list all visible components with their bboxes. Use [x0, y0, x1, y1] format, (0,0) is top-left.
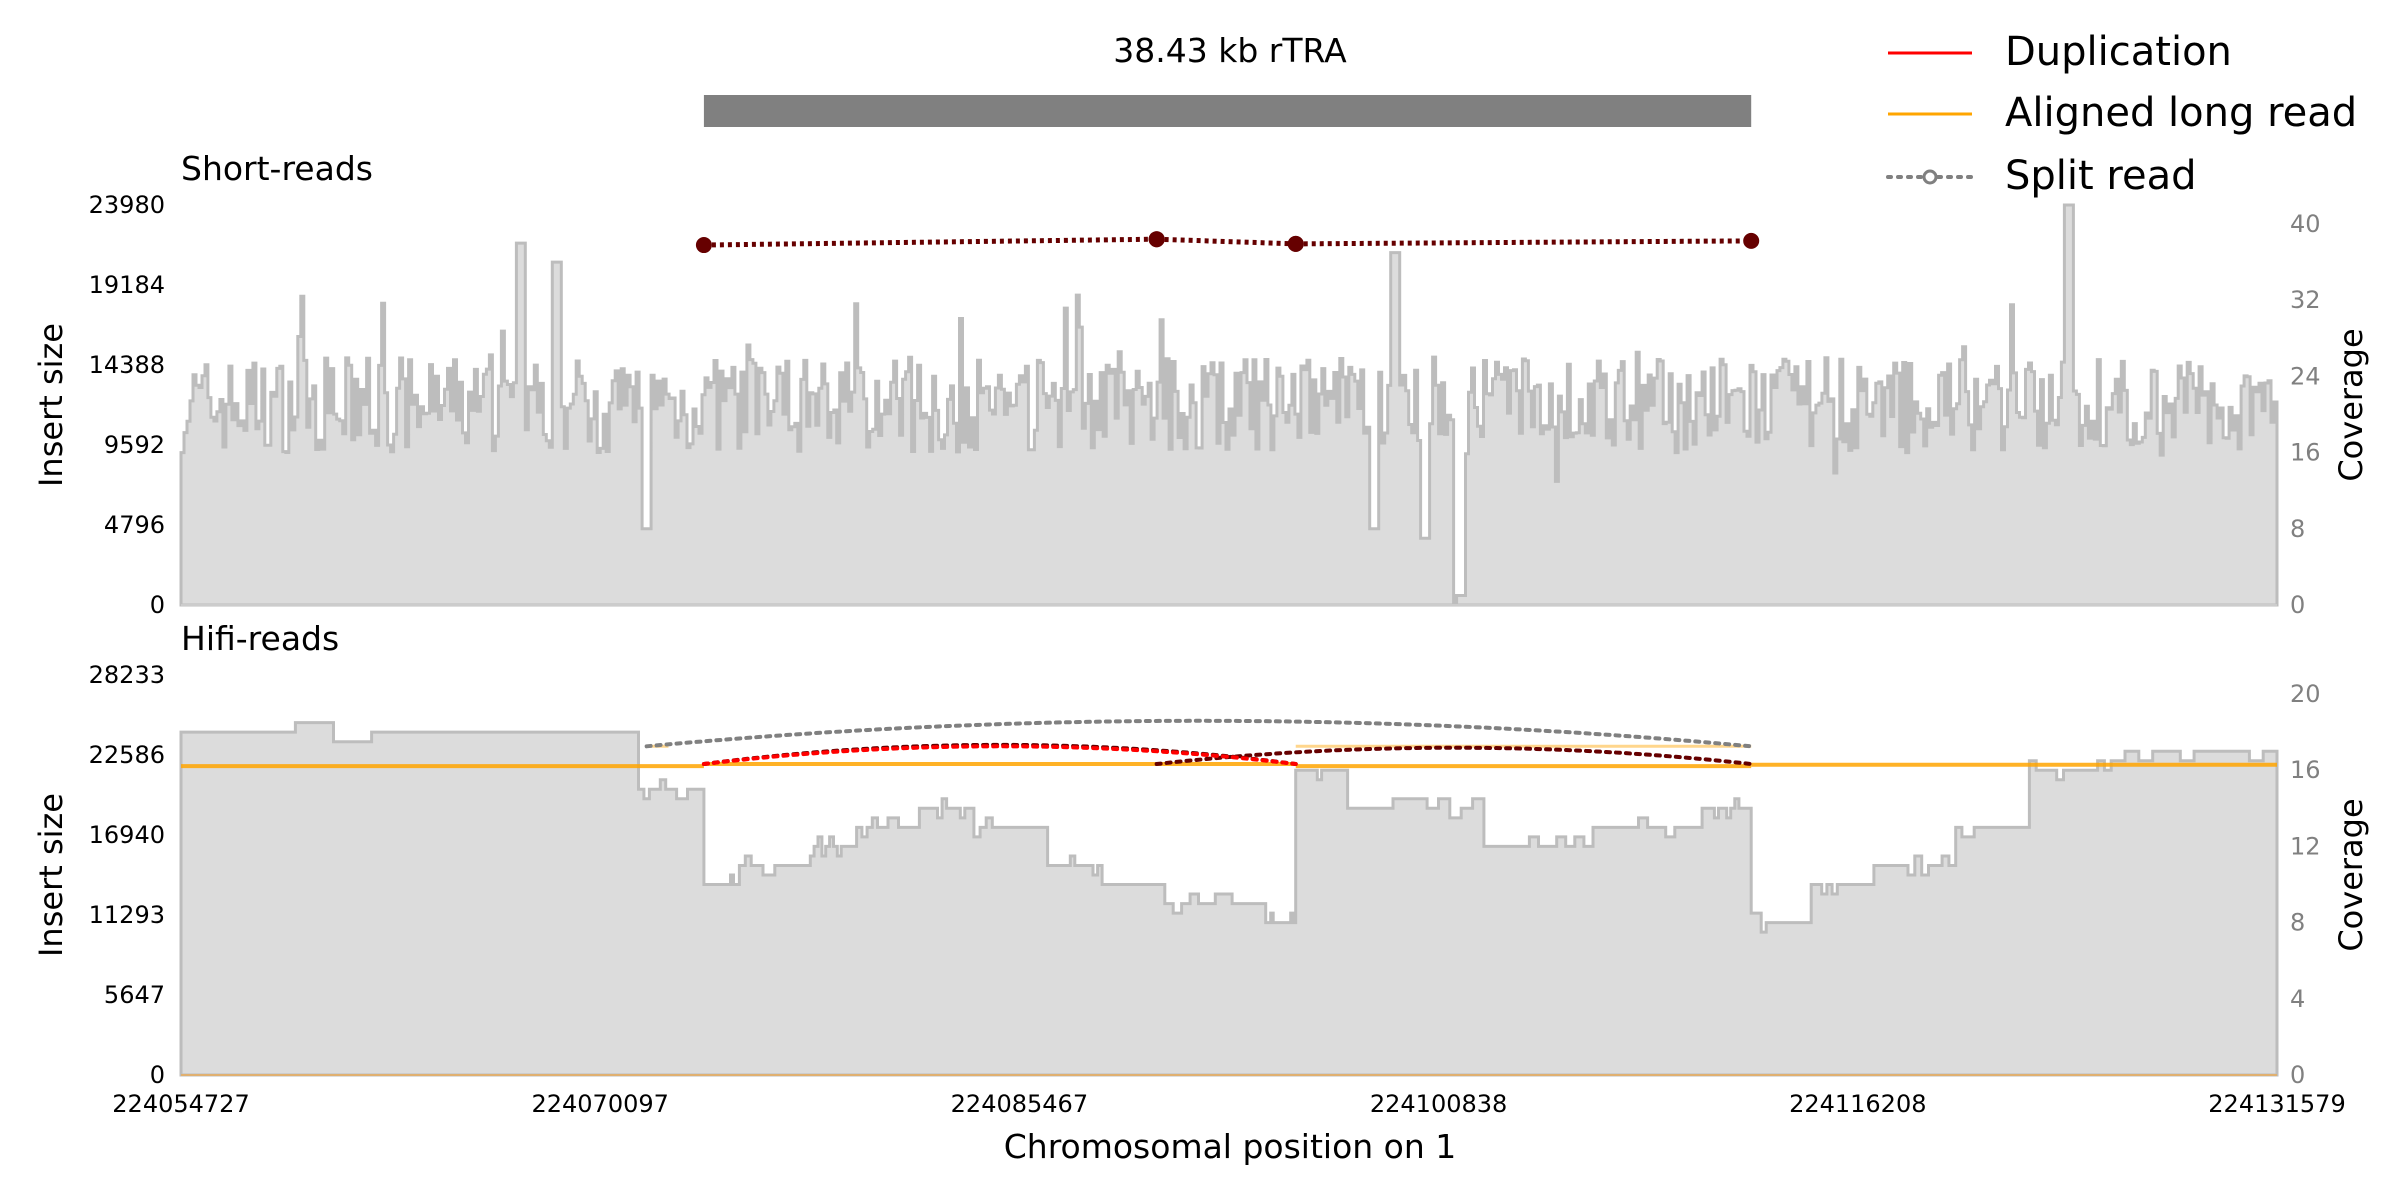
- legend-duplication-label: Duplication: [2005, 29, 2232, 75]
- coverage-tick-label: 12: [2290, 832, 2321, 860]
- hifi-reads-y-label: Insert size: [32, 793, 70, 957]
- x-tick-label: 224085467: [951, 1090, 1088, 1118]
- short-reads-coverage-ticks: 0 8 16 24 32 40: [2290, 210, 2321, 619]
- coverage-tick-label: 16: [2290, 756, 2321, 784]
- legend-long-read-label: Aligned long read: [2005, 90, 2357, 136]
- y-tick-label: 23980: [89, 191, 165, 219]
- y-tick-label: 0: [150, 1061, 165, 1089]
- split-read-arc: [701, 744, 1298, 767]
- split-read-point: [695, 237, 712, 254]
- coverage-tick-label: 8: [2290, 909, 2305, 937]
- y-tick-label: 16940: [89, 821, 165, 849]
- y-tick-label: 11293: [89, 901, 165, 929]
- short-reads-panel: Short-reads 0 4796 9592 14388 19184 23980 0 8 1…: [32, 149, 2370, 619]
- hifi-reads-y2-label: Coverage: [2332, 798, 2370, 951]
- coverage-tick-label: 4: [2290, 985, 2305, 1013]
- y-tick-label: 22586: [89, 741, 165, 769]
- split-read-arc: [644, 718, 1754, 749]
- split-read-point: [1148, 231, 1165, 248]
- coverage-tick-label: 8: [2290, 515, 2305, 543]
- short-reads-y-ticks: 0 4796 9592 14388 19184 23980: [89, 191, 165, 619]
- y-tick-label: 19184: [89, 271, 165, 299]
- hifi-reads-split-reads: [644, 718, 1754, 767]
- hifi-reads-panel-title: Hifi-reads: [181, 619, 339, 658]
- hifi-reads-coverage-area: [179, 721, 2279, 1077]
- coverage-tick-label: 16: [2290, 439, 2321, 467]
- coverage-step-area: [179, 203, 2279, 607]
- y-tick-label: 5647: [104, 981, 165, 1009]
- chart-title: 38.43 kb rTRA: [1113, 31, 1347, 70]
- hifi-reads-coverage-ticks: 0 4 8 12 16 20: [2290, 680, 2321, 1089]
- short-reads-split-reads: [695, 231, 1760, 254]
- coverage-tick-label: 24: [2290, 362, 2321, 390]
- coverage-tick-label: 20: [2290, 680, 2321, 708]
- split-read-segment: [1156, 236, 1296, 247]
- x-tick-label: 224116208: [1789, 1090, 1926, 1118]
- y-tick-label: 4796: [104, 511, 165, 539]
- x-axis-label: Chromosomal position on 1: [1004, 1127, 1457, 1166]
- y-tick-label: 14388: [89, 351, 165, 379]
- hifi-reads-aligned-long-reads: [181, 744, 2277, 769]
- y-tick-label: 9592: [104, 431, 165, 459]
- x-tick-label: 224054727: [112, 1090, 249, 1118]
- split-read-arc: [1154, 745, 1754, 767]
- legend-split-read-marker: [1922, 169, 1938, 185]
- short-reads-y2-label: Coverage: [2332, 328, 2370, 481]
- x-tick-label: 224100838: [1370, 1090, 1507, 1118]
- coverage-step-area: [179, 721, 2279, 1077]
- legend: Duplication Aligned long read Split read: [1886, 29, 2357, 199]
- coverage-tick-label: 0: [2290, 1061, 2305, 1089]
- short-reads-panel-title: Short-reads: [181, 149, 373, 188]
- hifi-reads-y-ticks: 0 5647 11293 16940 22586 28233: [89, 661, 165, 1089]
- legend-split-read-label: Split read: [2005, 153, 2196, 199]
- split-read-segment: [1295, 238, 1752, 247]
- sv-region-bar: [703, 95, 1752, 127]
- short-reads-coverage-area: [179, 203, 2279, 607]
- coverage-tick-label: 0: [2290, 591, 2305, 619]
- x-axis-ticks: 224054727 224070097 224085467 224100838 2241…: [112, 1090, 2345, 1118]
- coverage-tick-label: 40: [2290, 210, 2321, 238]
- hifi-reads-panel: Hifi-reads 0 5647 11293 16940 22586 28233 0 4 8…: [32, 619, 2370, 1089]
- split-read-segment: [703, 236, 1157, 248]
- split-read-point: [1743, 232, 1760, 249]
- y-tick-label: 28233: [89, 661, 165, 689]
- x-tick-label: 224131579: [2208, 1090, 2345, 1118]
- x-tick-label: 224070097: [531, 1090, 668, 1118]
- split-read-point: [1287, 235, 1304, 252]
- short-reads-y-label: Insert size: [32, 323, 70, 487]
- coverage-tick-label: 32: [2290, 286, 2321, 314]
- y-tick-label: 0: [150, 591, 165, 619]
